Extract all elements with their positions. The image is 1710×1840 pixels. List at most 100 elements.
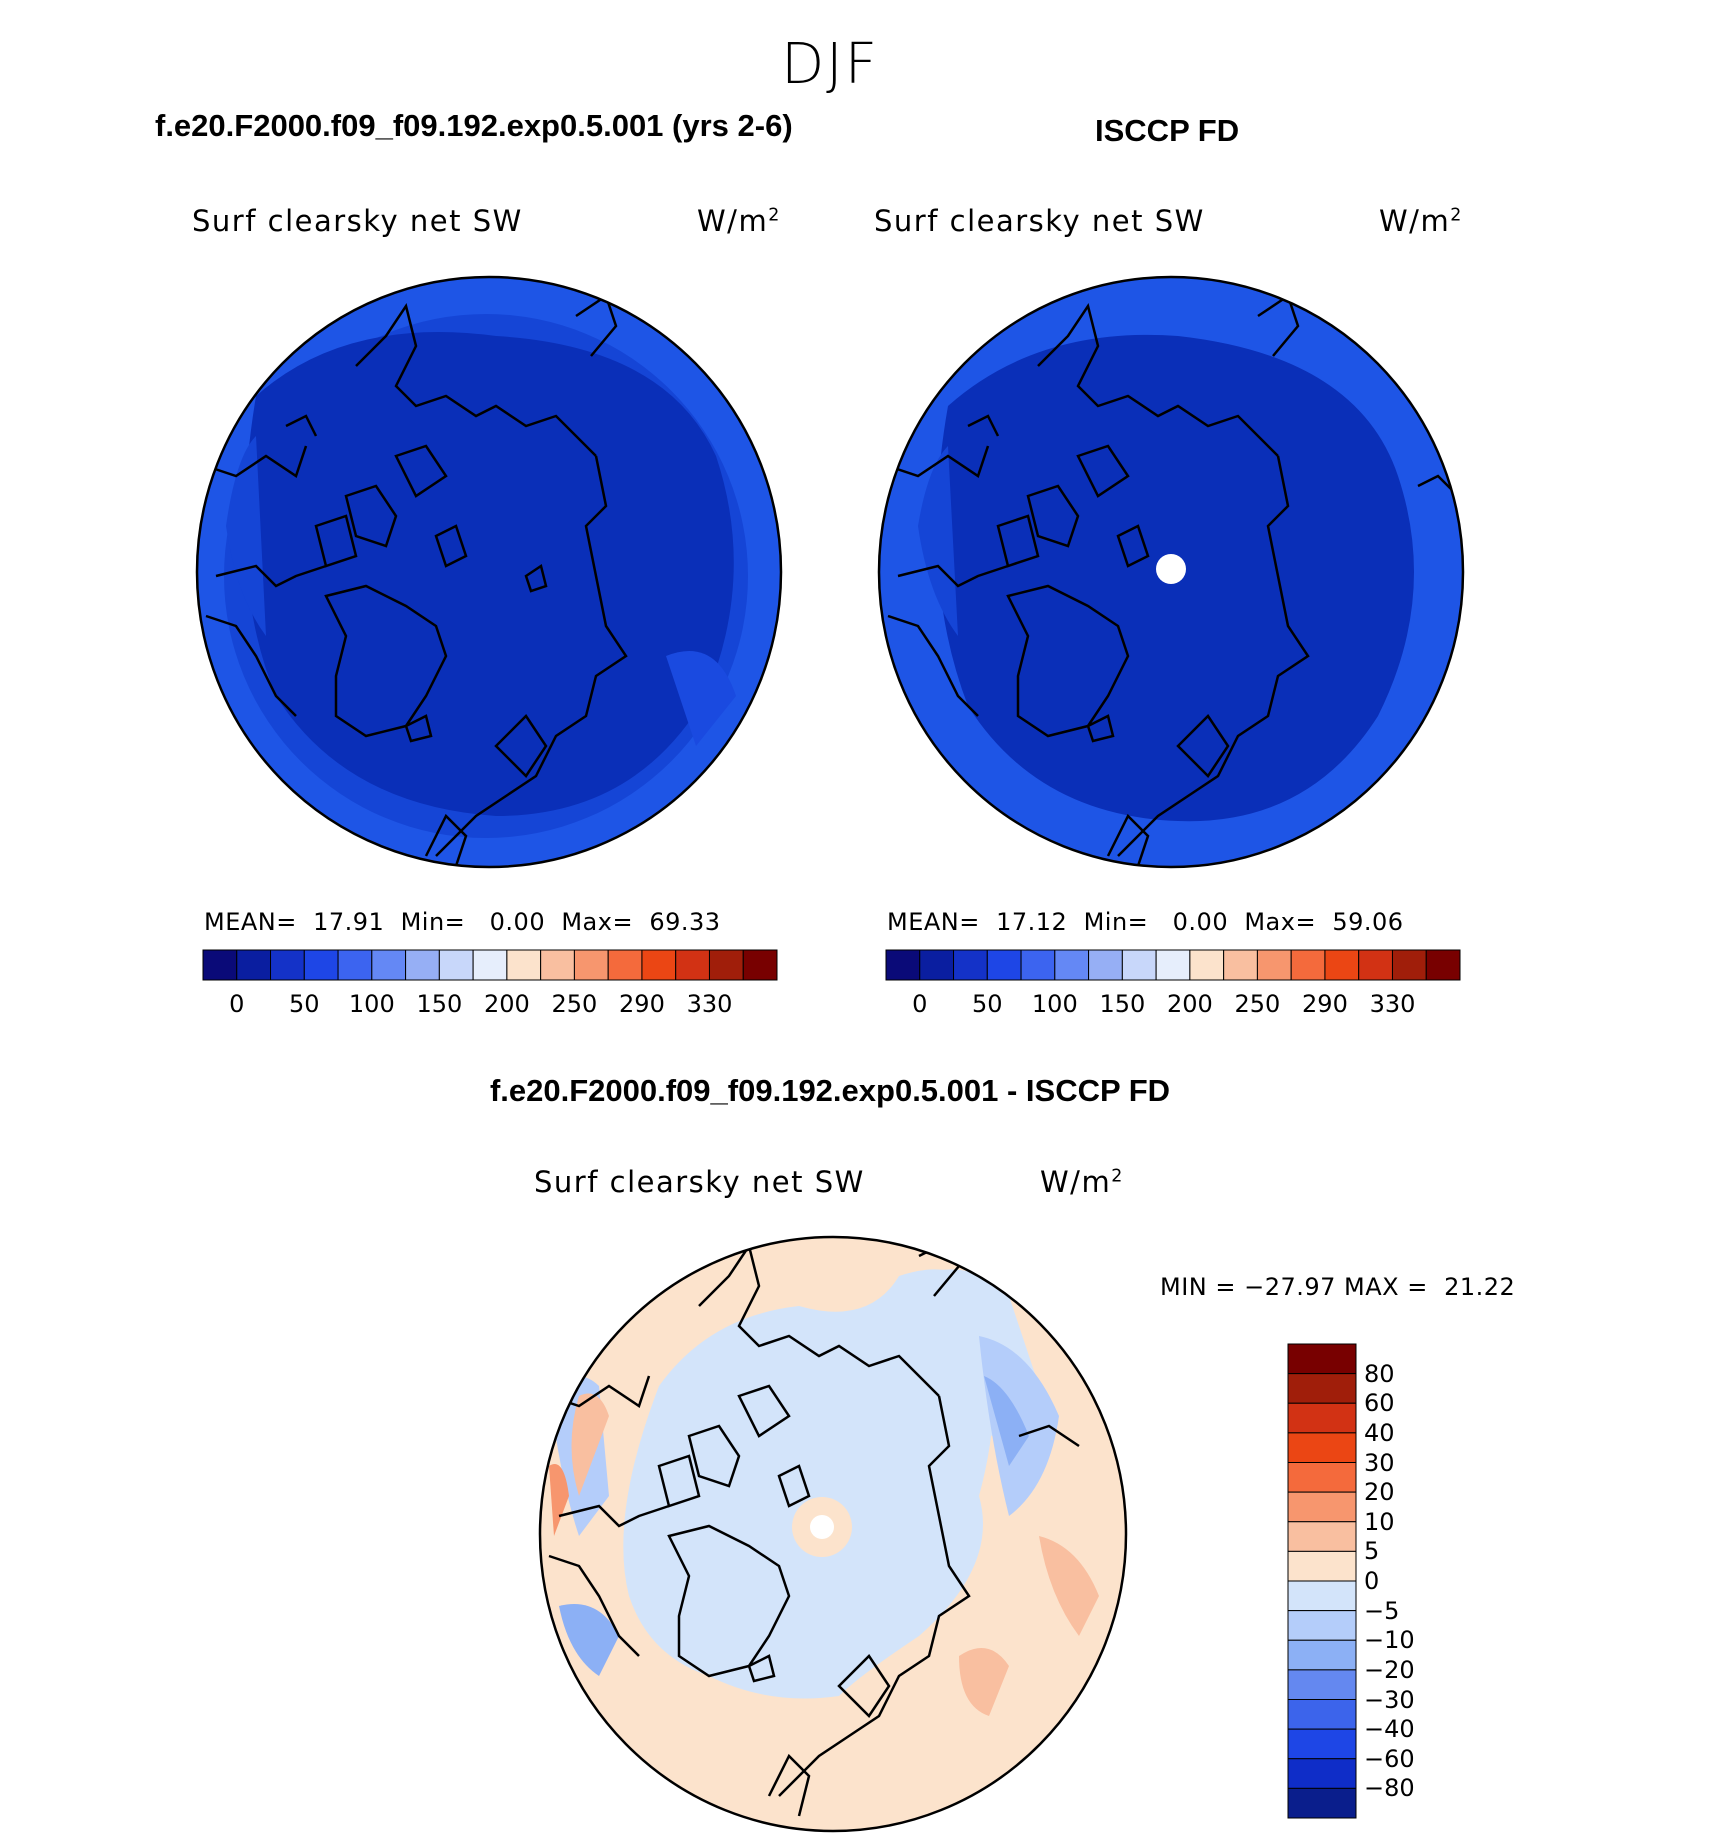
colorbar-tick-label: −30 [1364, 1685, 1415, 1714]
colorbar-swatch [1287, 1787, 1357, 1819]
colorbar-swatch [303, 949, 339, 981]
colorbar-swatch [1287, 1432, 1357, 1463]
colorbar-swatch [337, 949, 373, 981]
colorbar-swatch [919, 949, 955, 981]
colorbar-swatch [1287, 1462, 1357, 1493]
colorbar-swatch [202, 949, 238, 981]
colorbar-swatch [405, 949, 440, 981]
colorbar-swatch [1358, 949, 1393, 981]
colorbar-swatch [1020, 949, 1056, 981]
colorbar-tick-label: 5 [1364, 1537, 1380, 1566]
colorbar-swatch [1391, 949, 1427, 981]
colorbar-swatch [1287, 1610, 1357, 1641]
colorbar-swatch [371, 949, 407, 981]
polar-map-obs [877, 275, 1465, 869]
colorbar-tick-label: 200 [483, 990, 530, 1018]
colorbar-swatch [1287, 1491, 1357, 1523]
colorbar-tick-label: −80 [1364, 1774, 1415, 1803]
colorbar-swatch [1287, 1402, 1357, 1434]
difference-title: f.e20.F2000.f09_f09.192.exp0.5.001 - ISC… [489, 1073, 1171, 1108]
colorbar-swatch [1287, 1550, 1357, 1582]
model-case-title: f.e20.F2000.f09_f09.192.exp0.5.001 (yrs … [155, 108, 793, 143]
colorbar-tick-label: 20 [1364, 1478, 1395, 1507]
colorbar-tick-label: 150 [1099, 990, 1146, 1018]
colorbar-tick-label: 0 [229, 990, 245, 1018]
colorbar-swatch [1287, 1758, 1357, 1789]
colorbar-left-ticks: 0 50 100 150 200 250 290 330 [203, 990, 777, 1020]
colorbar-swatch [986, 949, 1022, 981]
colorbar-tick-label: 40 [1364, 1418, 1395, 1447]
colorbar-left [202, 949, 778, 981]
colorbar-swatch [1287, 1728, 1357, 1760]
colorbar-swatch [675, 949, 710, 981]
colorbar-swatch [1287, 1580, 1357, 1612]
colorbar-right-ticks: 0 50 100 150 200 250 290 330 [886, 990, 1460, 1020]
colorbar-swatch [885, 949, 921, 981]
colorbar-swatch [1324, 949, 1360, 981]
colorbar-tick-label: 250 [1234, 990, 1281, 1018]
colorbar-swatch [1155, 949, 1191, 981]
colorbar-swatch [1287, 1343, 1357, 1375]
colorbar-swatch [1189, 949, 1225, 981]
colorbar-swatch [236, 949, 272, 981]
variable-label-diff: Surf clearsky net SW [534, 1165, 865, 1199]
colorbar-tick-label: 80 [1364, 1359, 1395, 1388]
colorbar-tick-label: 100 [1031, 990, 1078, 1018]
colorbar-swatch [1223, 949, 1258, 981]
obs-case-title: ISCCP FD [1095, 113, 1240, 148]
colorbar-swatch [607, 949, 643, 981]
colorbar-swatch [1287, 1521, 1357, 1552]
colorbar-tick-label: −5 [1364, 1596, 1400, 1625]
colorbar-swatch [1287, 1373, 1357, 1404]
colorbar-swatch [540, 949, 575, 981]
colorbar-tick-label: 0 [912, 990, 928, 1018]
colorbar-swatch [573, 949, 609, 981]
colorbar-tick-label: −40 [1364, 1715, 1415, 1744]
colorbar-swatch [953, 949, 988, 981]
stats-left: MEAN= 17.91 Min= 0.00 Max= 69.33 [204, 908, 721, 936]
colorbar-swatch [472, 949, 508, 981]
colorbar-tick-label: 330 [1369, 990, 1416, 1018]
colorbar-swatch [1088, 949, 1123, 981]
polar-map-difference [538, 1235, 1128, 1833]
colorbar-tick-label: −60 [1364, 1744, 1415, 1773]
season-title: DJF [781, 32, 879, 97]
colorbar-tick-label: 50 [289, 990, 320, 1018]
colorbar-tick-label: 330 [686, 990, 733, 1018]
missing-data-pole [1156, 554, 1186, 584]
colorbar-swatch [1287, 1669, 1357, 1700]
units-label-left: W/m2 [697, 204, 781, 238]
variable-label-right: Surf clearsky net SW [874, 204, 1205, 238]
colorbar-swatch [1256, 949, 1292, 981]
colorbar-difference-ticks: 80 60 40 30 20 10 5 0 −5 −10 −20 −30 −40 −60 −80 [1364, 1344, 1484, 1818]
colorbar-tick-label: 100 [348, 990, 395, 1018]
colorbar-swatch [641, 949, 677, 981]
colorbar-swatch [270, 949, 305, 981]
polar-map-model [195, 275, 783, 869]
colorbar-swatch [1290, 949, 1326, 981]
colorbar-swatch [1425, 949, 1461, 981]
variable-label-left: Surf clearsky net SW [192, 204, 523, 238]
colorbar-difference [1287, 1343, 1357, 1819]
colorbar-tick-label: −10 [1364, 1626, 1415, 1655]
colorbar-tick-label: 50 [972, 990, 1003, 1018]
colorbar-tick-label: 0 [1364, 1567, 1380, 1595]
colorbar-tick-label: −20 [1364, 1655, 1415, 1684]
colorbar-swatch [742, 949, 778, 981]
colorbar-swatch [438, 949, 474, 981]
stats-right: MEAN= 17.12 Min= 0.00 Max= 59.06 [887, 908, 1404, 936]
colorbar-swatch [1287, 1699, 1357, 1730]
colorbar-tick-label: 10 [1364, 1507, 1395, 1536]
stats-diff: MIN = −27.97 MAX = 21.22 [1160, 1273, 1516, 1301]
units-label-diff: W/m2 [1040, 1165, 1124, 1199]
colorbar-swatch [1121, 949, 1157, 981]
colorbar-swatch [506, 949, 542, 981]
colorbar-tick-label: 250 [551, 990, 598, 1018]
colorbar-swatch [1287, 1639, 1357, 1671]
colorbar-tick-label: 200 [1166, 990, 1213, 1018]
units-label-right: W/m2 [1379, 204, 1463, 238]
colorbar-right [885, 949, 1461, 981]
colorbar-tick-label: 290 [1302, 990, 1348, 1018]
colorbar-tick-label: 290 [619, 990, 665, 1018]
colorbar-tick-label: 60 [1364, 1389, 1395, 1418]
